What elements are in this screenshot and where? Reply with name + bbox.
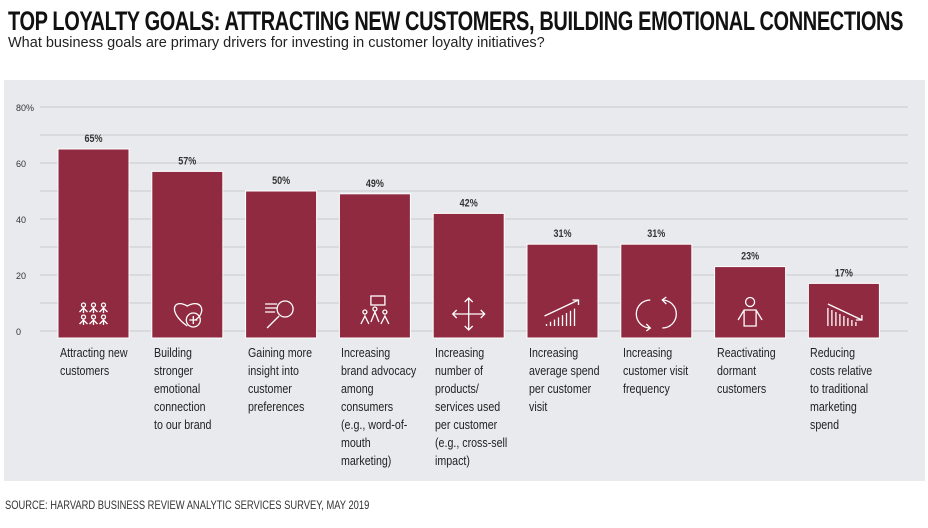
chart-title: TOP LOYALTY GOALS: ATTRACTING NEW CUSTOM… xyxy=(8,6,904,36)
data-label: 23% xyxy=(741,251,759,263)
data-label: 31% xyxy=(553,228,571,240)
cycle-arrows-icon xyxy=(635,296,677,332)
bar xyxy=(807,282,880,339)
x-category-label: Increasing average spend per customer vi… xyxy=(529,345,600,414)
y-tick-label: 20 xyxy=(16,271,26,281)
bar-chart: 0 20 40 60 80% 65% 57% 50% 49% 42% 31% 31% 23% 17% xyxy=(16,103,908,339)
data-label: 50% xyxy=(272,175,290,187)
x-category-label: Reducing costs relative to traditional m… xyxy=(810,345,873,432)
rising-bars-icon xyxy=(544,299,580,326)
x-category-label: Building stronger emotional connection t… xyxy=(153,345,212,432)
data-label: 49% xyxy=(366,178,384,190)
bar xyxy=(714,266,787,339)
source-note: SOURCE: HARVARD BUSINESS REVIEW ANALYTIC… xyxy=(5,498,370,512)
data-label: 57% xyxy=(178,156,196,168)
data-label: 42% xyxy=(460,198,478,210)
magnifier-insight-icon xyxy=(265,300,294,329)
four-arrows-icon xyxy=(451,297,486,331)
people-group-icon xyxy=(79,302,108,325)
x-category-label: Increasing customer visit frequency xyxy=(622,345,688,396)
bar xyxy=(245,190,318,339)
x-category-label: Attracting new customers xyxy=(60,345,128,378)
people-speech-icon xyxy=(360,295,390,325)
data-label: 65% xyxy=(84,133,102,145)
x-category-label: Reactivating dormant customers xyxy=(716,345,776,396)
y-tick-label: 40 xyxy=(16,215,26,225)
chart-subtitle: What business goals are primary drivers … xyxy=(8,35,545,51)
y-tick-label: 80% xyxy=(16,103,34,113)
bar xyxy=(338,193,411,339)
bar xyxy=(151,170,224,339)
person-icon xyxy=(737,296,763,327)
x-category-label: Increasing number of products/ services … xyxy=(435,345,508,468)
chart-panel: 0 20 40 60 80% 65% 57% 50% 49% 42% 31% 31% 23% 17% At… xyxy=(4,80,925,481)
y-tick-label: 60 xyxy=(16,159,26,169)
data-label: 31% xyxy=(647,228,665,240)
data-label: 17% xyxy=(835,268,853,280)
x-category-label: Gaining more insight into customer prefe… xyxy=(247,345,312,414)
bar xyxy=(620,243,693,339)
y-tick-label: 0 xyxy=(16,327,21,337)
x-category-label: Increasing brand advocacy among consumer… xyxy=(341,345,417,468)
falling-bars-icon xyxy=(827,303,863,326)
heart-plus-icon xyxy=(173,303,203,328)
